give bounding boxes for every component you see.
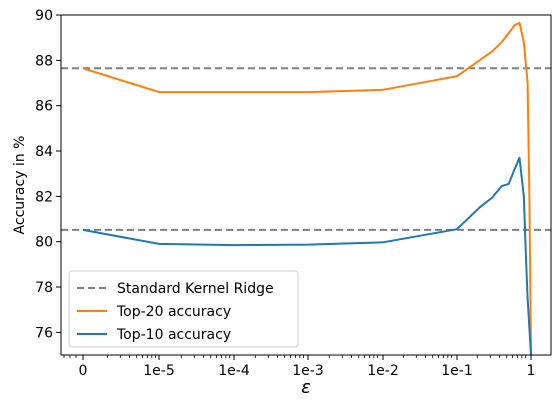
y-tick-label: 82: [35, 189, 53, 205]
plot-area: 76 78 80 82 84 86 88 90 0 1e-5 1e-4 1e-3 1e-2 1e-1 1 St…: [35, 8, 552, 379]
y-tick-label: 78: [35, 280, 53, 296]
legend-label: Top-10 accuracy: [116, 327, 231, 343]
y-tick-label: 88: [35, 53, 53, 69]
x-tick-label: 1e-3: [292, 363, 323, 379]
x-tick-label: 1: [527, 363, 536, 379]
y-axis-label: Accuracy in %: [12, 136, 28, 235]
x-axis-label: ε: [301, 377, 311, 398]
y-tick-label: 90: [35, 8, 53, 24]
x-tick-label: 1e-2: [367, 363, 398, 379]
series-line-top-20-accuracy: [82, 21, 532, 355]
plot-frame: [60, 14, 552, 356]
x-tick-label: 0: [79, 363, 88, 379]
y-tick-label: 76: [35, 325, 53, 341]
x-tick-label: 1e-1: [441, 363, 472, 379]
legend-label: Top-20 accuracy: [116, 304, 231, 320]
y-tick-label: 84: [35, 144, 53, 160]
y-tick-label: 80: [35, 235, 53, 251]
y-tick-label: 86: [35, 99, 53, 115]
legend-label: Standard Kernel Ridge: [117, 281, 274, 297]
series-line-top-10-accuracy: [82, 156, 532, 355]
x-tick-label: 1e-4: [218, 363, 250, 379]
x-tick-label: 1e-5: [143, 363, 174, 379]
legend: Standard Kernel Ridge Top-20 accuracy Top-…: [68, 270, 299, 348]
legend-frame: [68, 270, 299, 348]
